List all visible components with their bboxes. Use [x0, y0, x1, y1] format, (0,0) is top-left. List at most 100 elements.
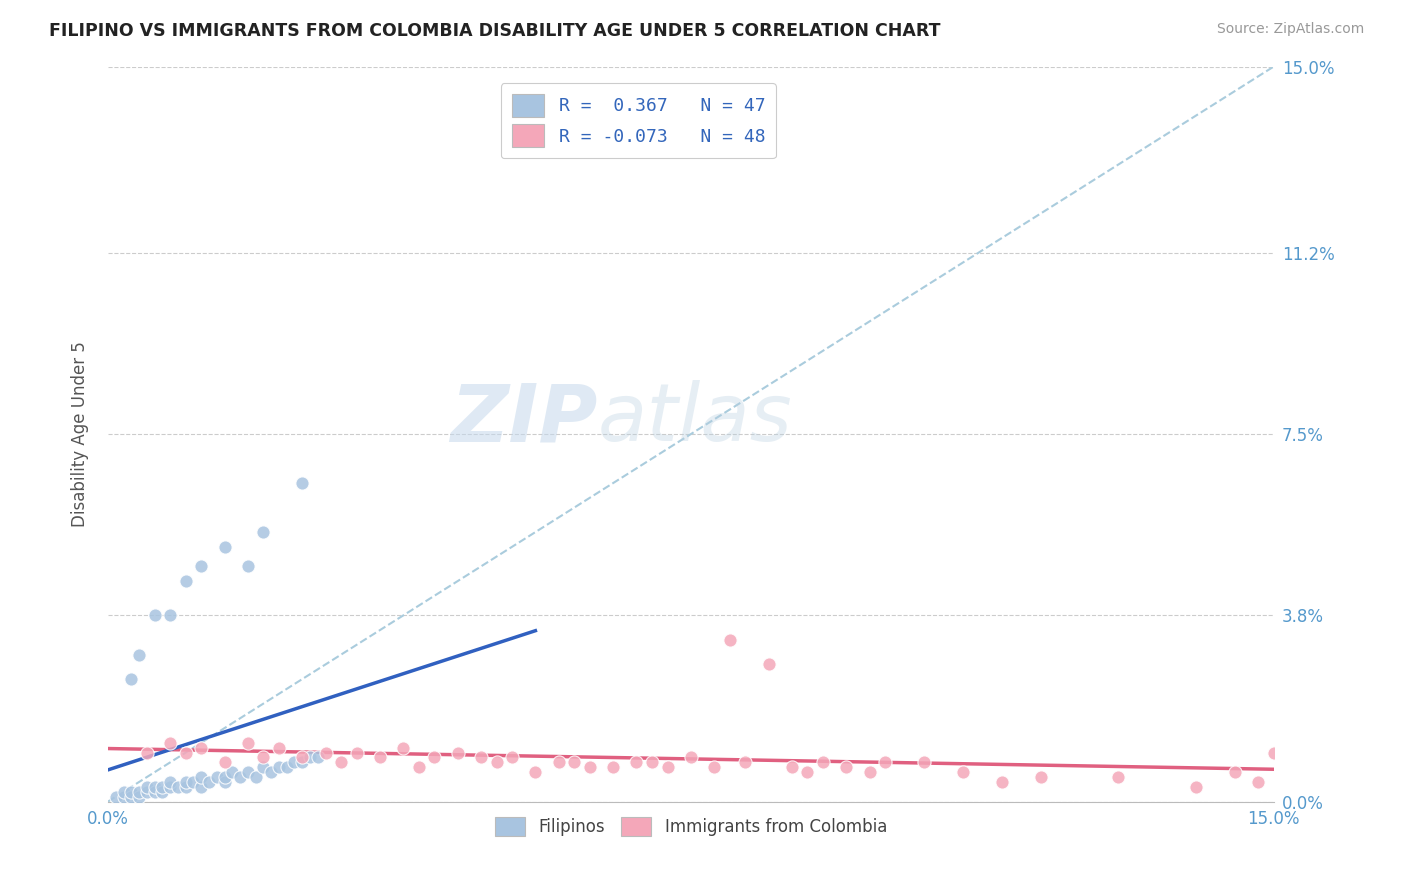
Point	[501, 750, 523, 764]
Point	[236, 736, 259, 750]
Point	[120, 672, 142, 686]
Point	[875, 756, 897, 770]
Point	[229, 770, 252, 784]
Point	[267, 760, 290, 774]
Point	[128, 785, 150, 799]
Point	[330, 756, 353, 770]
Point	[291, 750, 314, 764]
Point	[346, 746, 368, 760]
Text: atlas: atlas	[598, 380, 793, 458]
Point	[626, 756, 648, 770]
Point	[214, 775, 236, 789]
Point	[205, 770, 228, 784]
Point	[190, 770, 212, 784]
Text: FILIPINO VS IMMIGRANTS FROM COLOMBIA DISABILITY AGE UNDER 5 CORRELATION CHART: FILIPINO VS IMMIGRANTS FROM COLOMBIA DIS…	[49, 22, 941, 40]
Point	[547, 756, 569, 770]
Point	[135, 780, 157, 794]
Point	[408, 760, 430, 774]
Point	[252, 525, 274, 540]
Point	[562, 756, 585, 770]
Point	[236, 765, 259, 780]
Point	[283, 756, 305, 770]
Point	[1185, 780, 1208, 794]
Point	[524, 765, 547, 780]
Point	[796, 765, 818, 780]
Point	[1029, 770, 1052, 784]
Point	[135, 746, 157, 760]
Point	[315, 746, 337, 760]
Point	[718, 632, 741, 647]
Point	[245, 770, 267, 784]
Legend: Filipinos, Immigrants from Colombia: Filipinos, Immigrants from Colombia	[486, 809, 896, 845]
Point	[150, 785, 173, 799]
Point	[128, 648, 150, 662]
Point	[276, 760, 298, 774]
Point	[214, 540, 236, 554]
Point	[447, 746, 470, 760]
Point	[221, 765, 243, 780]
Point	[190, 740, 212, 755]
Y-axis label: Disability Age Under 5: Disability Age Under 5	[72, 341, 89, 527]
Point	[104, 789, 127, 804]
Point	[485, 756, 508, 770]
Point	[990, 775, 1012, 789]
Point	[190, 780, 212, 794]
Point	[641, 756, 664, 770]
Point	[236, 559, 259, 574]
Point	[174, 746, 197, 760]
Point	[657, 760, 679, 774]
Point	[120, 785, 142, 799]
Point	[174, 780, 197, 794]
Point	[159, 775, 181, 789]
Point	[1263, 746, 1285, 760]
Point	[679, 750, 702, 764]
Text: ZIP: ZIP	[450, 380, 598, 458]
Point	[135, 785, 157, 799]
Point	[190, 559, 212, 574]
Point	[214, 756, 236, 770]
Point	[758, 657, 780, 672]
Point	[150, 780, 173, 794]
Point	[858, 765, 880, 780]
Point	[780, 760, 803, 774]
Point	[307, 750, 329, 764]
Point	[214, 770, 236, 784]
Point	[143, 608, 166, 623]
Point	[952, 765, 974, 780]
Point	[1223, 765, 1246, 780]
Point	[811, 756, 834, 770]
Point	[143, 780, 166, 794]
Point	[368, 750, 391, 764]
Point	[267, 740, 290, 755]
Point	[392, 740, 415, 755]
Point	[159, 780, 181, 794]
Point	[578, 760, 600, 774]
Point	[423, 750, 446, 764]
Point	[159, 608, 181, 623]
Point	[734, 756, 756, 770]
Point	[120, 789, 142, 804]
Point	[1247, 775, 1270, 789]
Text: Source: ZipAtlas.com: Source: ZipAtlas.com	[1216, 22, 1364, 37]
Point	[112, 785, 135, 799]
Point	[252, 760, 274, 774]
Point	[835, 760, 858, 774]
Point	[912, 756, 935, 770]
Point	[159, 736, 181, 750]
Point	[299, 750, 322, 764]
Point	[174, 775, 197, 789]
Point	[703, 760, 725, 774]
Point	[174, 574, 197, 588]
Point	[260, 765, 283, 780]
Point	[602, 760, 624, 774]
Point	[183, 775, 205, 789]
Point	[470, 750, 492, 764]
Point	[291, 756, 314, 770]
Point	[1107, 770, 1129, 784]
Point	[112, 789, 135, 804]
Point	[291, 476, 314, 491]
Point	[143, 785, 166, 799]
Point	[167, 780, 190, 794]
Point	[198, 775, 221, 789]
Point	[128, 789, 150, 804]
